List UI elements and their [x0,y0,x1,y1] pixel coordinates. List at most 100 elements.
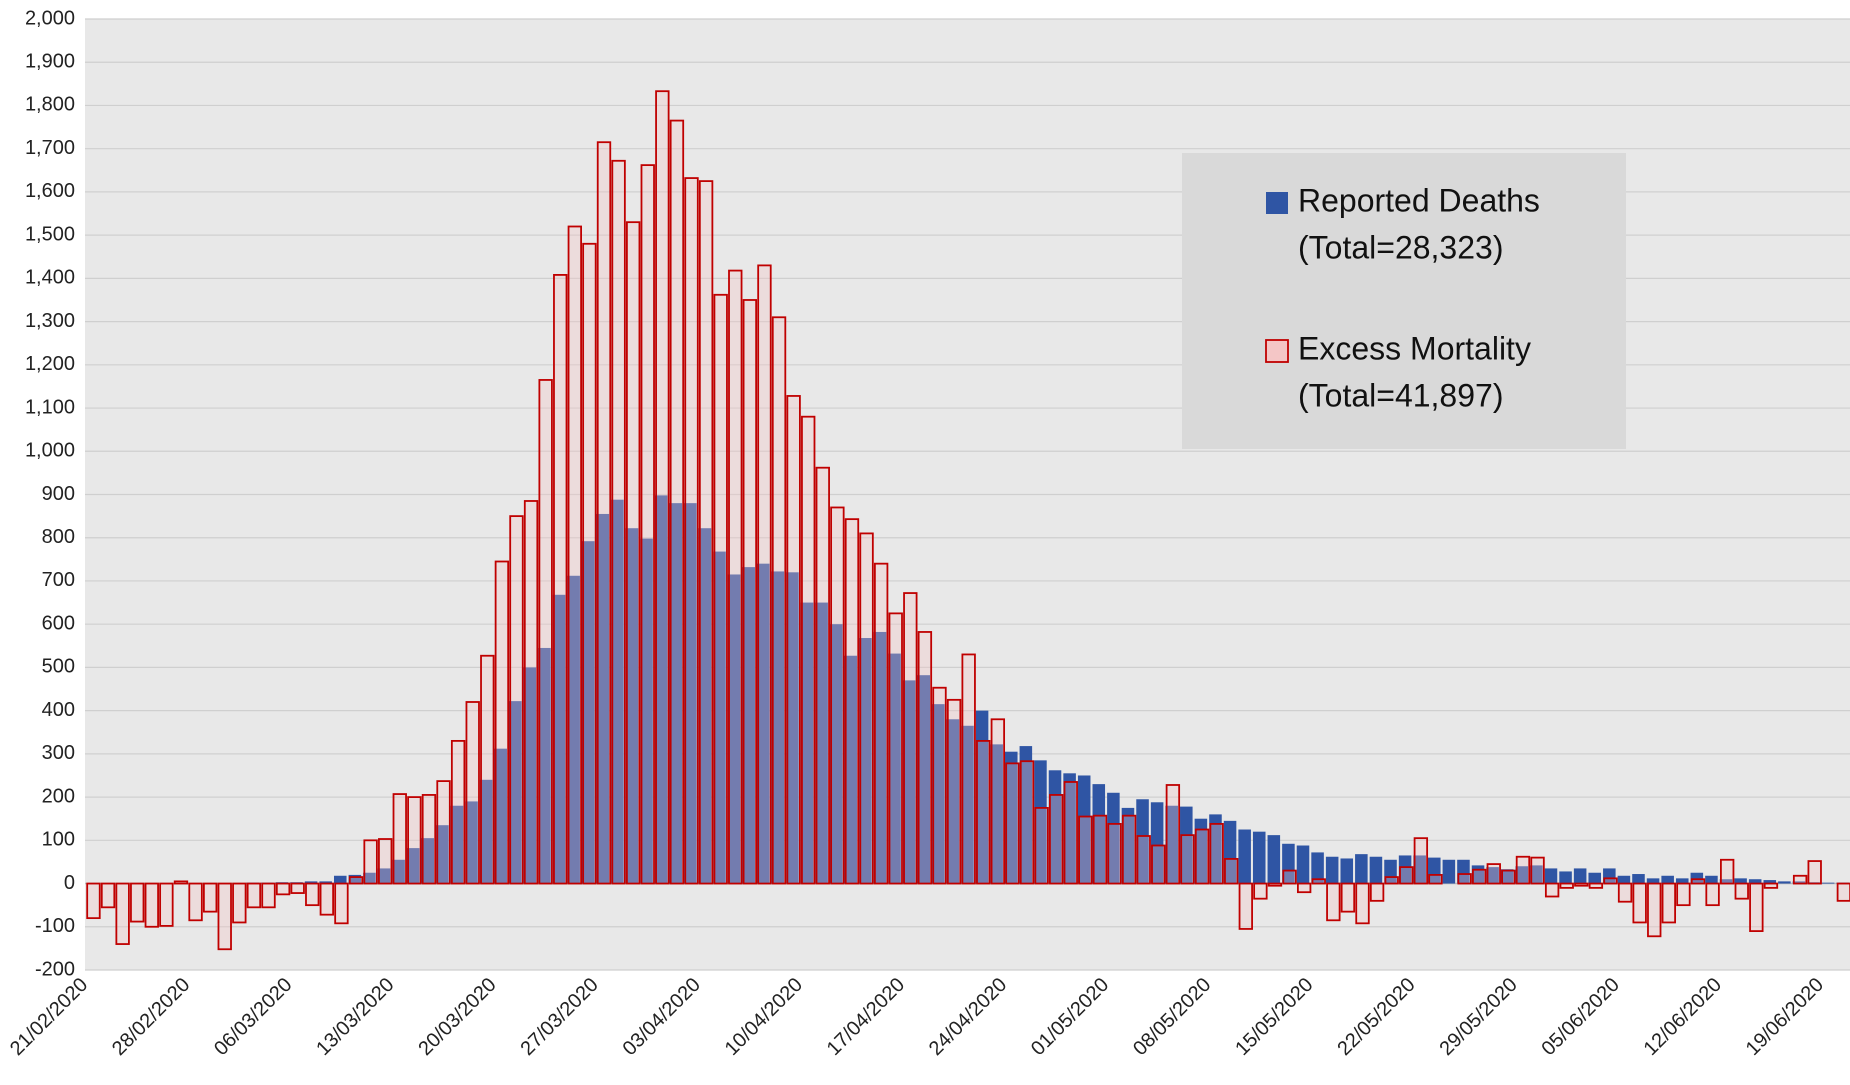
x-tick-label: 15/05/2020 [1231,974,1317,1060]
bar [348,876,364,885]
bar [1500,869,1514,884]
bar [1180,834,1195,885]
bar [611,499,624,884]
bar [961,725,974,884]
bar [1296,882,1312,894]
bar [1530,865,1543,884]
bar [202,882,218,913]
bar [1457,873,1472,885]
y-tick-label: -200 [35,958,75,980]
bar [1559,882,1574,889]
bar [290,882,305,894]
x-tick-label: 28/02/2020 [108,974,194,1060]
bar [552,594,566,884]
bar [698,180,714,885]
bar [1588,882,1604,889]
bar [1778,881,1791,884]
legend-note: (Total=28,323) [1298,229,1503,265]
bar [917,675,931,884]
bar [1748,879,1762,884]
bar [407,796,422,885]
bar [830,506,845,885]
bar [188,882,203,922]
bar [86,882,101,920]
bar [115,882,130,945]
bar [1121,814,1137,885]
bar [640,164,655,885]
bar [1632,874,1645,884]
bar [1486,867,1499,884]
x-tick-label: 06/03/2020 [210,974,296,1060]
bar [567,225,582,885]
y-tick-label: 500 [42,656,75,678]
bar [1705,882,1720,907]
x-tick-label: 10/04/2020 [721,974,807,1060]
bar [304,881,318,884]
x-tick-label: 24/04/2020 [925,974,1011,1060]
bar [246,882,262,909]
legend-swatch [1266,192,1288,214]
bar [1034,806,1049,885]
bar [859,638,872,884]
bar [771,571,785,884]
y-tick-label: 100 [42,829,75,851]
bar [844,655,858,884]
bar [684,503,697,884]
bar [1034,760,1047,884]
bar [669,503,683,884]
bar [655,90,670,885]
bar [1588,872,1602,884]
bar [1048,770,1062,884]
bar [1457,859,1470,884]
bar [1369,856,1383,884]
x-tick-label: 17/04/2020 [823,974,909,1060]
bar [1544,882,1560,898]
bar [275,882,291,896]
bar [450,739,466,885]
legend-label: Excess Mortality [1298,330,1531,366]
bar [1632,882,1647,924]
bar [1676,882,1691,907]
bar [640,538,653,884]
bar [523,667,537,884]
bar [859,532,874,885]
bar [1836,882,1850,902]
y-tick-label: 700 [42,569,75,591]
bar [990,718,1006,885]
y-tick-label: 2,000 [25,7,75,29]
bar [1165,784,1181,885]
bar [1398,855,1412,884]
bar [1690,872,1704,884]
legend-note: (Total=41,897) [1298,377,1503,413]
bar [1355,882,1370,925]
bar [363,872,376,884]
bar [829,624,843,884]
bar [1136,835,1151,885]
bar [1369,882,1385,902]
bar [1267,882,1283,887]
bar [509,701,522,884]
bar [465,801,478,884]
y-tick-label: 300 [42,742,75,764]
x-tick-label: 29/05/2020 [1435,974,1521,1060]
bar [130,882,145,923]
bar [1792,874,1808,885]
bar [1821,882,1835,884]
bar [1311,878,1326,885]
bar [596,513,610,884]
bar [1675,878,1689,884]
y-tick-label: 1,200 [25,353,75,375]
bar [319,881,332,884]
bar [1763,882,1779,889]
bar [932,704,945,884]
legend-label: Reported Deaths [1298,182,1540,218]
legend-swatch [1265,339,1289,363]
bar [363,839,378,885]
bar [1647,882,1662,938]
bar [1005,762,1020,885]
y-tick-label: 1,700 [25,137,75,159]
bar [509,515,524,885]
bar [1661,882,1677,924]
bar [1792,881,1806,884]
